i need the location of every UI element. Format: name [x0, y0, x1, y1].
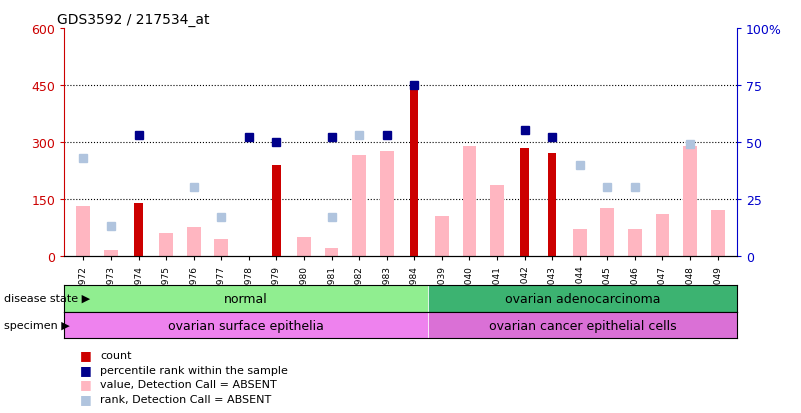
Text: value, Detection Call = ABSENT: value, Detection Call = ABSENT: [100, 379, 277, 389]
Bar: [352, 156, 366, 256]
Text: ovarian surface epithelia: ovarian surface epithelia: [168, 319, 324, 332]
Bar: [601, 209, 614, 256]
Bar: [410, 82, 418, 256]
Bar: [380, 152, 393, 256]
Bar: [428, 312, 737, 339]
Bar: [64, 285, 428, 312]
Text: ovarian cancer epithelial cells: ovarian cancer epithelial cells: [489, 319, 676, 332]
Bar: [490, 186, 504, 256]
Bar: [324, 249, 339, 256]
Text: percentile rank within the sample: percentile rank within the sample: [100, 365, 288, 375]
Bar: [548, 154, 557, 256]
Bar: [297, 237, 311, 256]
Bar: [187, 228, 200, 256]
Bar: [215, 239, 228, 256]
Bar: [104, 250, 118, 256]
Text: normal: normal: [224, 292, 268, 305]
Bar: [655, 214, 670, 256]
Text: ■: ■: [80, 392, 92, 405]
Bar: [573, 230, 586, 256]
Text: ovarian adenocarcinoma: ovarian adenocarcinoma: [505, 292, 660, 305]
Bar: [159, 233, 173, 256]
Bar: [683, 146, 697, 256]
Bar: [76, 207, 91, 256]
Bar: [462, 146, 477, 256]
Bar: [521, 148, 529, 256]
Text: ■: ■: [80, 363, 92, 376]
Bar: [435, 216, 449, 256]
Bar: [64, 312, 428, 339]
Bar: [135, 203, 143, 256]
Bar: [428, 285, 737, 312]
Text: count: count: [100, 350, 131, 360]
Bar: [710, 211, 725, 256]
Bar: [272, 165, 280, 256]
Bar: [628, 230, 642, 256]
Text: ■: ■: [80, 349, 92, 362]
Text: specimen ▶: specimen ▶: [4, 320, 70, 330]
Text: ■: ■: [80, 377, 92, 391]
Text: rank, Detection Call = ABSENT: rank, Detection Call = ABSENT: [100, 394, 272, 404]
Text: disease state ▶: disease state ▶: [4, 293, 91, 304]
Text: GDS3592 / 217534_at: GDS3592 / 217534_at: [58, 12, 210, 26]
